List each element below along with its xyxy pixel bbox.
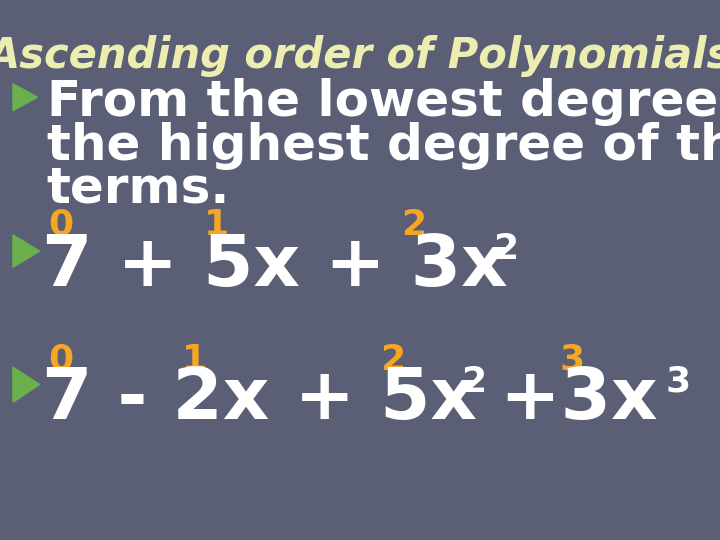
Text: 2: 2 xyxy=(461,364,486,399)
Text: 2: 2 xyxy=(380,343,405,377)
Text: 0: 0 xyxy=(49,343,73,377)
Polygon shape xyxy=(13,84,37,111)
Text: 1: 1 xyxy=(204,208,228,242)
Text: 7 + 5x + 3x: 7 + 5x + 3x xyxy=(42,232,508,301)
Text: 2: 2 xyxy=(493,232,518,266)
Text: terms.: terms. xyxy=(47,165,230,213)
Polygon shape xyxy=(13,235,40,267)
Text: From the lowest degree to: From the lowest degree to xyxy=(47,78,720,126)
Text: +3x: +3x xyxy=(475,364,658,434)
Text: 3: 3 xyxy=(560,343,585,377)
Text: 1: 1 xyxy=(182,343,207,377)
Text: Ascending order of Polynomials: Ascending order of Polynomials xyxy=(0,35,720,77)
Text: 2: 2 xyxy=(402,208,426,242)
Text: 7 - 2x + 5x: 7 - 2x + 5x xyxy=(42,364,477,434)
Polygon shape xyxy=(13,367,40,402)
Text: the highest degree of the: the highest degree of the xyxy=(47,122,720,170)
Text: 3: 3 xyxy=(666,364,691,399)
Text: 0: 0 xyxy=(49,208,73,242)
